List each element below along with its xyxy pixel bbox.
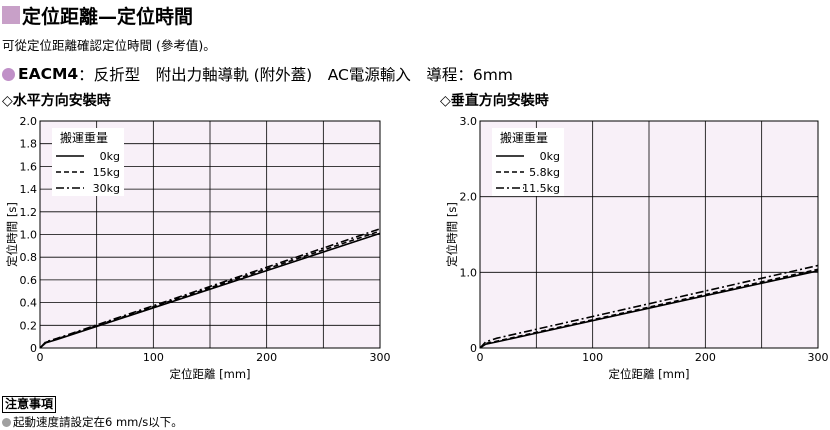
x-tick-label: 300 [370,351,391,364]
y-tick-label: 2.0 [460,191,478,204]
y-tick-label: 0.2 [20,319,38,332]
left-section-label: ◇水平方向安裝時 [2,93,111,109]
chart-horizontal: 0 100 200 300 0 0.2 0.4 0.6 0.8 1.0 1.2 1.4 1.6 1.8 2.… [5,115,391,381]
x-tick-label: 100 [582,351,603,364]
model-line: EACM4 ：反折型 附出力軸導軌 (附外蓋) AC電源輸入 導程：6mm [2,63,513,85]
chart-vertical: 0 100 200 300 0 1.0 2.0 3.0 定位距離 [mm] 定位時間 [s] 搬運重… [445,115,829,381]
legend: 搬運重量 0kg 15kg 30kg [52,128,124,196]
y-tick-label: 0.4 [20,297,38,310]
y-tick-label: 0 [470,342,477,355]
page-title-row: 定位距離—定位時間 [0,2,193,28]
legend-entry: 0kg [100,150,120,163]
model-name: EACM4 [18,65,79,83]
page-title: 定位距離—定位時間 [22,5,194,28]
legend-title: 搬運重量 [500,130,548,145]
right-section-label: ◇垂直方向安裝時 [440,93,549,109]
legend-entry: 30kg [93,182,120,195]
legend-title: 搬運重量 [60,130,108,145]
legend-entry: 0kg [540,150,560,163]
notice-label: 注意事項 [2,396,57,413]
title-square-icon [2,6,20,24]
bullet-dot-icon [2,67,15,81]
page-subtitle: 可從定位距離確認定位時間 (參考值)。 [2,38,216,53]
x-tick-label: 200 [256,351,277,364]
legend-entry: 15kg [93,166,120,179]
y-tick-label: 0 [30,342,37,355]
x-tick-label: 300 [808,351,829,364]
legend: 搬運重量 0kg 5.8kg 11.5kg [492,128,564,196]
x-tick-label: 100 [143,351,164,364]
y-tick-label: 1.4 [20,183,38,196]
note-line: 起動速度請設定在6 mm/s以下。 [2,414,183,430]
y-tick-label: 1.8 [20,138,38,151]
y-tick-label: 1.6 [20,160,38,173]
series-line-11.5kg [479,264,819,349]
legend-entry: 5.8kg [529,166,560,179]
x-tick-label: 0 [477,351,484,364]
x-axis-label: 定位距離 [mm] [169,367,250,381]
y-tick-label: 3.0 [460,115,478,128]
x-tick-label: 0 [37,351,44,364]
y-tick-label: 1.0 [460,266,478,279]
note-bullet-icon [2,417,11,427]
y-axis-label: 定位時間 [s] [445,202,459,267]
model-description: ：反折型 附出力軸導軌 (附外蓋) AC電源輸入 導程：6mm [78,66,513,84]
note-text: 起動速度請設定在6 mm/s以下。 [13,415,183,429]
y-tick-label: 1.0 [20,229,38,242]
x-axis-label: 定位距離 [mm] [608,367,689,381]
legend-entry: 11.5kg [522,182,560,195]
legend-background [52,128,124,196]
y-tick-label: 0.8 [20,251,38,264]
y-axis-label: 定位時間 [s] [5,202,19,267]
y-tick-label: 1.2 [20,206,38,219]
y-tick-label: 2.0 [20,115,38,128]
y-tick-label: 0.6 [20,274,38,287]
x-tick-label: 200 [695,351,716,364]
series-line-30kg [39,228,381,349]
legend-background [492,128,564,196]
